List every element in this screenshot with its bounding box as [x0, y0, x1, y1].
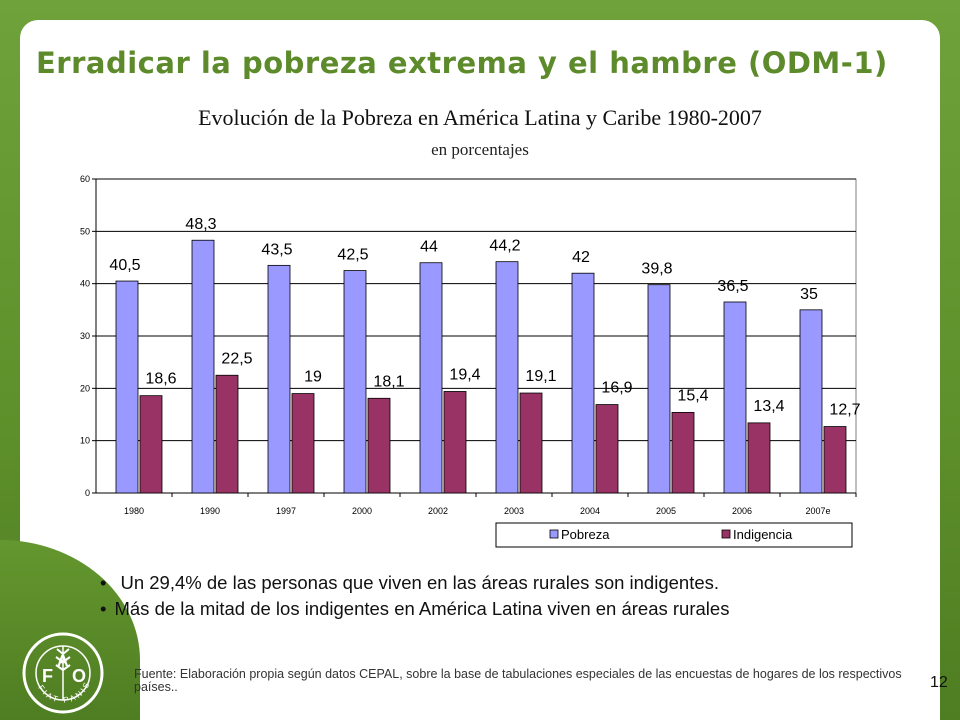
data-label: 19,1	[525, 368, 556, 385]
x-tick-label: 1980	[124, 506, 144, 516]
data-label: 12,7	[829, 402, 860, 419]
y-tick-label: 30	[80, 331, 90, 341]
data-label: 44	[420, 239, 438, 256]
y-tick-label: 20	[80, 383, 90, 393]
bar-pobreza	[647, 284, 671, 494]
x-tick-label: 2006	[732, 506, 752, 516]
fao-wheat-logo-icon: F A O FIAT PANIS	[22, 632, 104, 714]
legend-swatch	[721, 529, 731, 539]
bar-indigencia	[215, 374, 239, 494]
bullet-dot: •	[100, 598, 107, 619]
data-label: 42,5	[337, 247, 368, 264]
x-tick-label: 2000	[352, 506, 372, 516]
x-tick-label: 2005	[656, 506, 676, 516]
y-tick-label: 40	[80, 279, 90, 289]
data-label: 18,1	[373, 373, 404, 390]
bullet-list: • Un 29,4% de las personas que viven en …	[100, 570, 920, 622]
logo-letter-o: O	[72, 666, 86, 686]
legend-label: Indigencia	[733, 527, 793, 542]
legend-swatch	[549, 529, 559, 539]
data-label: 16,9	[601, 380, 632, 397]
data-label: 18,6	[145, 371, 176, 388]
bullet-text: Más de la mitad de los indigentes en Amé…	[114, 598, 730, 619]
bar-indigencia	[291, 393, 315, 494]
bar-pobreza	[267, 264, 291, 494]
bar-indigencia	[139, 395, 163, 494]
bar-indigencia	[443, 391, 467, 494]
data-label: 44,2	[489, 238, 520, 255]
bar-indigencia	[747, 422, 771, 494]
slide-title: Erradicar la pobreza extrema y el hambre…	[36, 46, 888, 80]
page-number: 12	[930, 674, 948, 691]
chart-subtitle: en porcentajes	[431, 140, 529, 159]
bar-pobreza	[723, 301, 747, 494]
logo-letter-a: A	[57, 653, 69, 670]
legend-box	[495, 522, 853, 548]
bar-pobreza	[495, 261, 519, 494]
data-label: 35	[800, 286, 818, 303]
x-tick-label: 2002	[428, 506, 448, 516]
x-tick-label: 2007e	[805, 506, 830, 516]
data-label: 19	[304, 369, 322, 386]
data-label: 15,4	[677, 387, 708, 404]
x-tick-label: 2004	[580, 506, 600, 516]
data-label: 19,4	[449, 366, 480, 383]
bar-pobreza	[571, 272, 595, 494]
data-label: 43,5	[261, 241, 292, 258]
data-label: 48,3	[185, 216, 216, 233]
bar-indigencia	[595, 404, 619, 494]
x-tick-label: 1990	[200, 506, 220, 516]
bar-indigencia	[519, 392, 543, 494]
y-tick-label: 0	[85, 488, 90, 498]
bar-indigencia	[367, 397, 391, 494]
bar-indigencia	[823, 426, 847, 494]
bar-pobreza	[115, 280, 139, 494]
chart-title: Evolución de la Pobreza en América Latin…	[198, 105, 762, 130]
data-label: 42	[572, 249, 590, 266]
y-tick-label: 50	[80, 226, 90, 236]
data-label: 36,5	[717, 278, 748, 295]
data-label: 13,4	[753, 398, 784, 415]
logo-letter-f: F	[42, 666, 53, 686]
y-tick-label: 60	[80, 174, 90, 184]
bullet-dot: •	[100, 572, 107, 593]
x-tick-label: 2003	[504, 506, 524, 516]
data-label: 40,5	[109, 257, 140, 274]
data-label: 39,8	[641, 261, 672, 278]
y-tick-label: 10	[80, 436, 90, 446]
bar-pobreza	[191, 239, 215, 494]
bullet-item: • Un 29,4% de las personas que viven en …	[100, 570, 920, 596]
x-tick-label: 1997	[276, 506, 296, 516]
bullet-item: • Más de la mitad de los indigentes en A…	[100, 596, 920, 622]
data-label: 22,5	[221, 350, 252, 367]
bar-pobreza	[799, 309, 823, 494]
legend-label: Pobreza	[561, 527, 610, 542]
bar-pobreza	[343, 270, 367, 494]
bar-indigencia	[671, 412, 695, 494]
bullet-text: Un 29,4% de las personas que viven en la…	[120, 572, 720, 593]
source-note: Fuente: Elaboración propia según datos C…	[134, 667, 902, 694]
bar-pobreza	[419, 262, 443, 494]
